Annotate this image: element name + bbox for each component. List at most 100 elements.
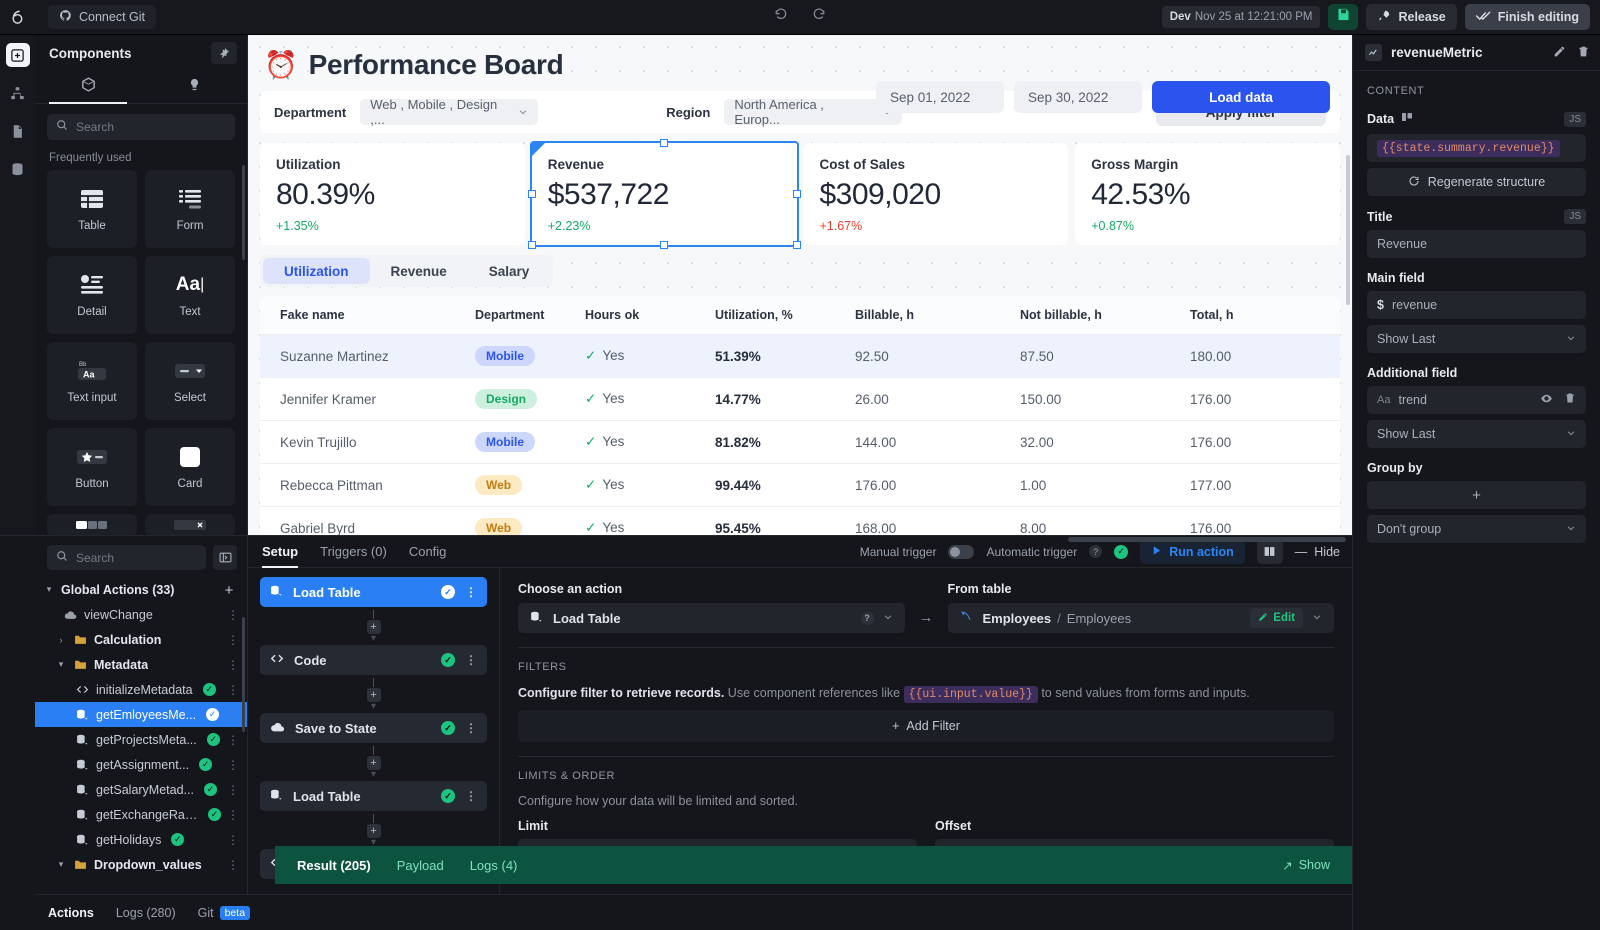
tree-group-calculation[interactable]: › Calculation ⋮	[35, 627, 247, 652]
date-to-input[interactable]: Sep 30, 2022	[1014, 81, 1142, 113]
tab-salary[interactable]: Salary	[488, 263, 530, 279]
components-search-input[interactable]	[76, 120, 226, 134]
horizontal-scrollbar[interactable]	[1068, 537, 1346, 542]
eye-icon[interactable]	[1540, 392, 1553, 408]
more-icon[interactable]: ⋮	[227, 632, 239, 647]
show-result-button[interactable]: ↗ Show	[1282, 858, 1330, 873]
tree-item-initializemetadata[interactable]: initializeMetadata ✓ ⋮	[35, 677, 247, 702]
component-card-text[interactable]: Aa | Text	[145, 256, 235, 334]
finish-editing-button[interactable]: Finish editing	[1464, 4, 1590, 30]
sitemap-icon[interactable]	[6, 81, 30, 105]
resize-handle-bottom-right[interactable]	[792, 241, 801, 249]
add-step-icon[interactable]: +	[366, 687, 381, 702]
edit-table-button[interactable]: Edit	[1250, 608, 1303, 628]
component-card-table[interactable]: Table	[47, 170, 137, 248]
database-icon[interactable]	[6, 157, 30, 181]
add-step-icon[interactable]: +	[366, 755, 381, 770]
add-step-icon[interactable]: +	[366, 619, 381, 634]
table-row[interactable]: Rebecca Pittman Web ✓ Yes 99.44% 176.00 1…	[260, 463, 1340, 507]
department-select[interactable]: Web , Mobile , Design ,...	[360, 97, 539, 127]
more-icon[interactable]: ⋮	[227, 607, 239, 622]
environment-badge[interactable]: Dev Nov 25 at 12:21:00 PM	[1161, 6, 1321, 28]
release-button[interactable]: Release	[1366, 4, 1457, 30]
js-badge[interactable]: JS	[1564, 209, 1586, 224]
component-card-button[interactable]: Button	[47, 428, 137, 506]
tab-components[interactable]	[35, 71, 141, 104]
component-card-text-input[interactable]: Bb Aa Text input	[47, 342, 137, 420]
tab-result[interactable]: Result (205)	[297, 857, 371, 873]
tree-item-getassignments[interactable]: getAssignment... ✓ ⋮	[35, 752, 247, 777]
regenerate-structure-button[interactable]: Regenerate structure	[1367, 168, 1586, 196]
more-icon[interactable]: ⋮	[227, 807, 240, 822]
metric-card-utilization[interactable]: Utilization 80.39% +1.35%	[260, 143, 525, 245]
more-icon[interactable]: ⋮	[227, 782, 239, 797]
component-card-form[interactable]: Form	[145, 170, 235, 248]
column-header-hours-ok[interactable]: Hours ok	[575, 296, 705, 335]
components-scrollbar[interactable]	[242, 165, 245, 260]
flow-step-load-table-1[interactable]: Load Table ✓ ⋮	[260, 577, 487, 607]
pin-icon[interactable]	[211, 42, 237, 64]
status-tab-git[interactable]: Git beta	[198, 905, 251, 920]
trash-icon[interactable]	[1564, 392, 1576, 408]
load-data-button[interactable]: Load data	[1152, 81, 1330, 113]
save-button[interactable]	[1328, 4, 1359, 30]
component-card-detail[interactable]: Detail	[47, 256, 137, 334]
table-row[interactable]: Suzanne Martinez Mobile ✓ Yes 51.39% 92.5…	[260, 334, 1340, 378]
flow-step-code-1[interactable]: Code ✓ ⋮	[260, 645, 487, 675]
column-header-total[interactable]: Total, h	[1180, 296, 1340, 335]
more-icon[interactable]: ⋮	[227, 682, 239, 697]
column-header-not-billable[interactable]: Not billable, h	[1010, 296, 1180, 335]
actions-search-input[interactable]	[76, 550, 197, 565]
add-component-icon[interactable]	[5, 43, 30, 67]
flow-step-save-to-state[interactable]: Save to State ✓ ⋮	[260, 713, 487, 743]
tree-item-getsalarymetadata[interactable]: getSalaryMetad... ✓ ⋮	[35, 777, 247, 802]
metric-card-gross-margin[interactable]: Gross Margin 42.53% +0.87%	[1075, 143, 1340, 245]
more-icon[interactable]: ⋮	[465, 721, 477, 735]
collapse-tree-icon[interactable]	[213, 545, 237, 570]
tree-item-viewchange[interactable]: viewChange ⋮	[35, 602, 247, 627]
components-search[interactable]	[47, 114, 235, 140]
resize-handle-bottom-left[interactable]	[527, 241, 536, 249]
tree-item-getemloyeesmetadata[interactable]: getEmloyeesMe... ✓ ⋮	[35, 702, 247, 727]
date-from-input[interactable]: Sep 01, 2022	[876, 81, 1004, 113]
tab-logs[interactable]: Logs (4)	[469, 857, 518, 873]
main-field-aggregation-select[interactable]: Show Last	[1367, 325, 1586, 353]
add-filter-button[interactable]: + Add Filter	[892, 719, 960, 733]
tree-group-global-actions[interactable]: ▾ Global Actions (33)	[35, 577, 247, 602]
help-icon[interactable]: ?	[860, 611, 874, 625]
tree-item-getholidays[interactable]: getHolidays ✓ ⋮	[35, 827, 247, 852]
title-input[interactable]: Revenue	[1367, 230, 1586, 258]
metric-card-cost-of-sales[interactable]: Cost of Sales $309,020 +1.67%	[803, 143, 1069, 245]
tab-config[interactable]: Config	[408, 544, 447, 559]
add-step-icon[interactable]: +	[366, 823, 381, 838]
tree-group-dropdown-values[interactable]: ▾ Dropdown_values ⋮	[35, 852, 247, 877]
help-icon[interactable]: ?	[1089, 545, 1103, 558]
status-tab-actions[interactable]: Actions	[48, 905, 94, 920]
docs-panel-icon[interactable]	[1256, 539, 1283, 564]
resize-handle-top[interactable]	[660, 139, 669, 147]
additional-field-input[interactable]: Aa trend	[1367, 386, 1586, 414]
more-icon[interactable]: ⋮	[227, 707, 239, 722]
metric-card-revenue[interactable]: Revenue $537,722 +2.23%	[527, 139, 801, 249]
choose-action-select[interactable]: Load Table ?	[518, 603, 905, 633]
tree-item-getprojectsmetadata[interactable]: getProjectsMeta... ✓ ⋮	[35, 727, 247, 752]
data-expression-input[interactable]: {{state.summary.revenue}}	[1367, 134, 1586, 162]
column-header-fake-name[interactable]: Fake name	[260, 296, 465, 335]
tree-item-getexchangerates[interactable]: getExchangeRat... ✓ ⋮	[35, 802, 247, 827]
tree-scrollbar[interactable]	[242, 617, 245, 732]
more-icon[interactable]: ⋮	[227, 657, 239, 672]
resize-handle-left[interactable]	[527, 190, 536, 198]
actions-search[interactable]	[47, 545, 206, 570]
column-header-utilization[interactable]: Utilization, %	[705, 296, 845, 335]
column-header-department[interactable]: Department	[465, 296, 575, 335]
group-by-select[interactable]: Don't group	[1367, 515, 1586, 543]
tab-utilization[interactable]: Utilization	[263, 258, 370, 284]
resize-handle-bottom[interactable]	[660, 241, 669, 249]
more-icon[interactable]: ⋮	[227, 857, 239, 872]
more-icon[interactable]: ⋮	[465, 653, 477, 667]
tree-group-metadata[interactable]: ▾ Metadata ⋮	[35, 652, 247, 677]
component-card-modal[interactable]	[145, 514, 235, 536]
redo-icon[interactable]	[811, 7, 827, 27]
component-card-select[interactable]: Select	[145, 342, 235, 420]
component-card-tabs[interactable]	[47, 514, 137, 536]
